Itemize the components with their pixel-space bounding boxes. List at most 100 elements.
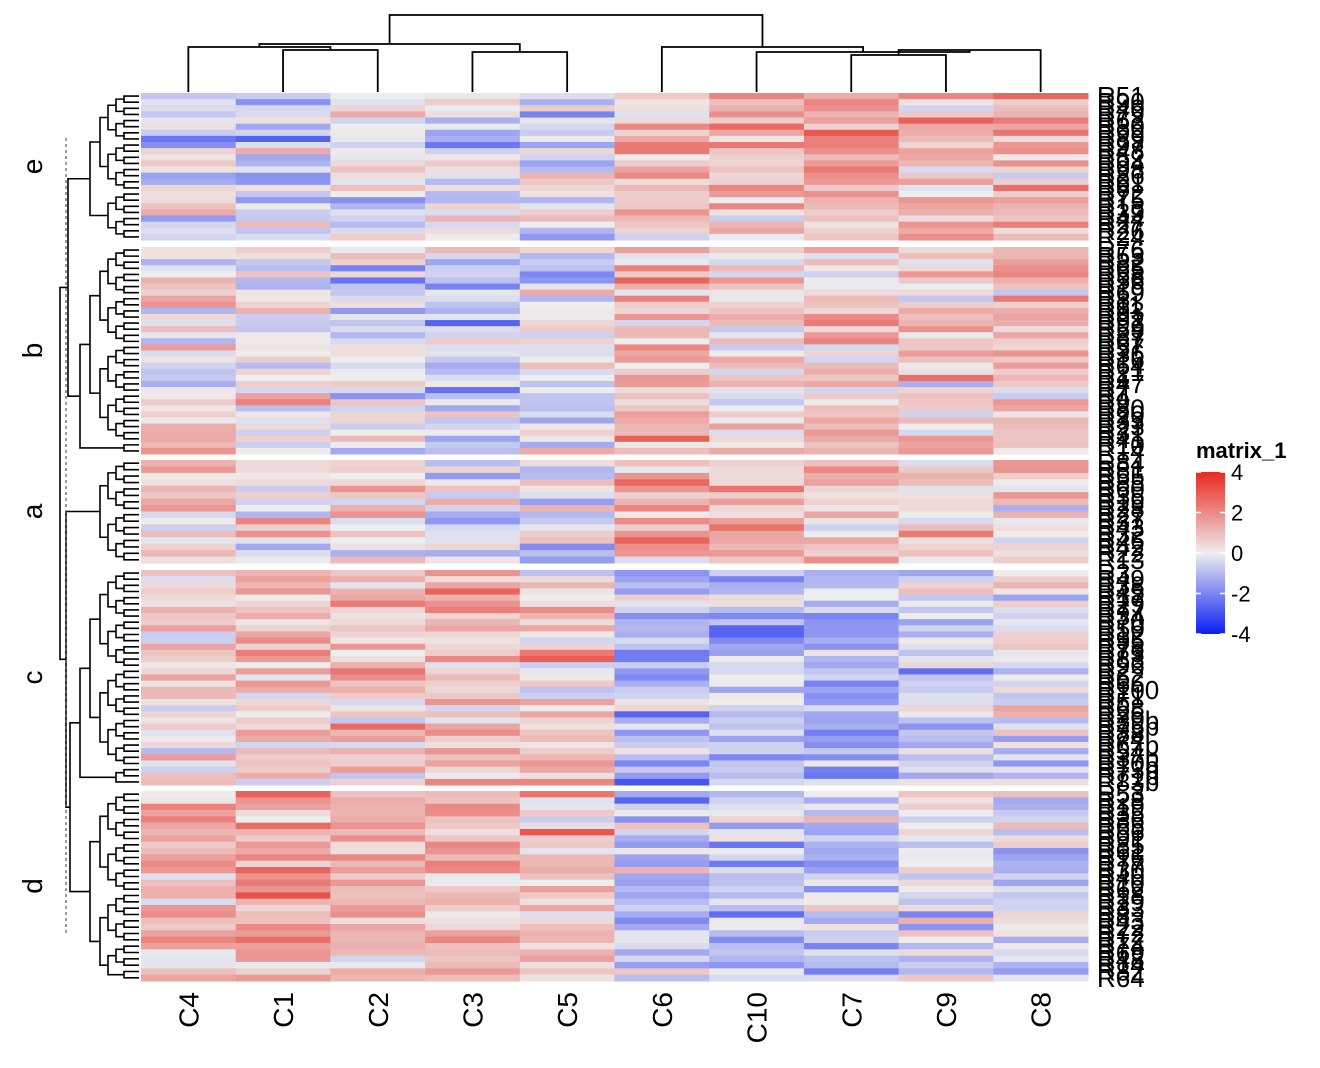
heatmap-cell xyxy=(519,233,615,241)
heatmap-cell xyxy=(425,344,521,351)
heatmap-cell xyxy=(235,686,331,694)
heatmap-cell xyxy=(709,492,805,500)
dendrogram-branch xyxy=(115,220,124,235)
heatmap-cell xyxy=(235,148,331,155)
heatmap-cell xyxy=(709,423,805,431)
heatmap-cell xyxy=(330,619,426,626)
heatmap-cell xyxy=(330,368,426,376)
heatmap-cell xyxy=(803,711,900,718)
heatmap-cell xyxy=(898,492,994,500)
dendrogram-branch xyxy=(115,122,124,137)
heatmap-cell xyxy=(519,962,615,969)
heatmap-cell xyxy=(519,835,615,843)
heatmap-cell xyxy=(709,886,805,893)
heatmap-cell xyxy=(519,711,615,718)
heatmap-cell xyxy=(993,835,1089,843)
heatmap-cell xyxy=(898,380,994,388)
dendrogram-branch xyxy=(99,692,108,743)
heatmap-cell xyxy=(614,968,710,976)
heatmap-cell xyxy=(614,277,710,285)
heatmap-cell xyxy=(614,742,710,749)
heatmap-cell xyxy=(803,692,900,700)
dendrogram-branch xyxy=(89,141,108,217)
heatmap-cell xyxy=(898,221,994,229)
heatmap-cell xyxy=(803,111,900,119)
heatmap-cell xyxy=(235,479,331,487)
heatmap-cell xyxy=(425,356,521,364)
heatmap-cell xyxy=(803,466,900,474)
heatmap-cell xyxy=(425,479,521,487)
heatmap-cell xyxy=(519,423,615,431)
row-label: R69 xyxy=(1097,278,1145,308)
heatmap-cell xyxy=(614,924,710,931)
heatmap-cell xyxy=(993,867,1089,874)
dendrogram-branch xyxy=(123,488,139,497)
heatmap-cell xyxy=(330,537,426,545)
dendrogram-branch xyxy=(89,618,100,719)
heatmap-cell xyxy=(141,816,237,824)
heatmap-cell xyxy=(141,332,237,339)
heatmap-cell xyxy=(993,968,1089,976)
heatmap-cell xyxy=(803,930,900,938)
heatmap-cell xyxy=(330,570,426,577)
heatmap-cell xyxy=(141,686,237,694)
row-label: R19 xyxy=(1097,792,1145,822)
heatmap-cell xyxy=(330,227,426,235)
heatmap-cell xyxy=(425,368,521,376)
heatmap-cell xyxy=(519,530,615,538)
heatmap-cell xyxy=(898,393,994,400)
heatmap-cell xyxy=(803,197,900,204)
heatmap-cell xyxy=(519,524,615,532)
heatmap-cell xyxy=(709,466,805,474)
heatmap-cell xyxy=(235,674,331,682)
row-label: R57 xyxy=(1097,333,1145,363)
heatmap-cell xyxy=(519,816,615,824)
heatmap-cell xyxy=(803,668,900,675)
heatmap-cell xyxy=(519,766,615,774)
heatmap-cell xyxy=(235,271,331,278)
heatmap-cell xyxy=(898,742,994,749)
heatmap-cell xyxy=(803,772,900,780)
row-label: R88 xyxy=(1097,718,1145,748)
row-label: R12 xyxy=(1097,925,1145,955)
heatmap-cell xyxy=(141,803,237,811)
heatmap-cell xyxy=(709,766,805,774)
heatmap-cell xyxy=(898,472,994,480)
row-label: R90 xyxy=(1097,87,1145,117)
heatmap-cell xyxy=(235,307,331,315)
heatmap-cell xyxy=(330,283,426,291)
column-label: C8 xyxy=(1026,992,1057,1028)
heatmap-cell xyxy=(993,705,1089,712)
heatmap-cell xyxy=(709,283,805,291)
heatmap-cell xyxy=(330,505,426,512)
heatmap-cell xyxy=(898,686,994,694)
heatmap-cell xyxy=(519,594,615,602)
heatmap-cell xyxy=(330,943,426,950)
row-label: R40 xyxy=(1097,93,1145,123)
heatmap-cell xyxy=(614,117,710,125)
heatmap-cell xyxy=(330,405,426,412)
heatmap-cell xyxy=(614,810,710,817)
row-label: R94 xyxy=(1097,148,1145,178)
heatmap-cell xyxy=(898,99,994,106)
heatmap-cell xyxy=(235,892,331,900)
heatmap-cell xyxy=(993,936,1089,944)
heatmap-cell xyxy=(709,917,805,925)
heatmap-cell xyxy=(141,530,237,538)
heatmap-cell xyxy=(803,879,900,887)
heatmap-cell xyxy=(235,822,331,830)
heatmap-cell xyxy=(993,668,1089,675)
heatmap-cell xyxy=(993,350,1089,358)
heatmap-cell xyxy=(141,117,237,125)
heatmap-cell xyxy=(330,955,426,963)
row-label: R86 xyxy=(1097,161,1145,191)
heatmap-cell xyxy=(803,631,900,639)
heatmap-cell xyxy=(425,374,521,382)
heatmap-cell xyxy=(614,930,710,938)
heatmap-cell xyxy=(330,797,426,805)
heatmap-cell xyxy=(898,197,994,204)
heatmap-cell xyxy=(803,649,900,657)
dendrogram-branch xyxy=(115,98,124,113)
heatmap-cell xyxy=(898,905,994,912)
heatmap-cell xyxy=(330,936,426,944)
